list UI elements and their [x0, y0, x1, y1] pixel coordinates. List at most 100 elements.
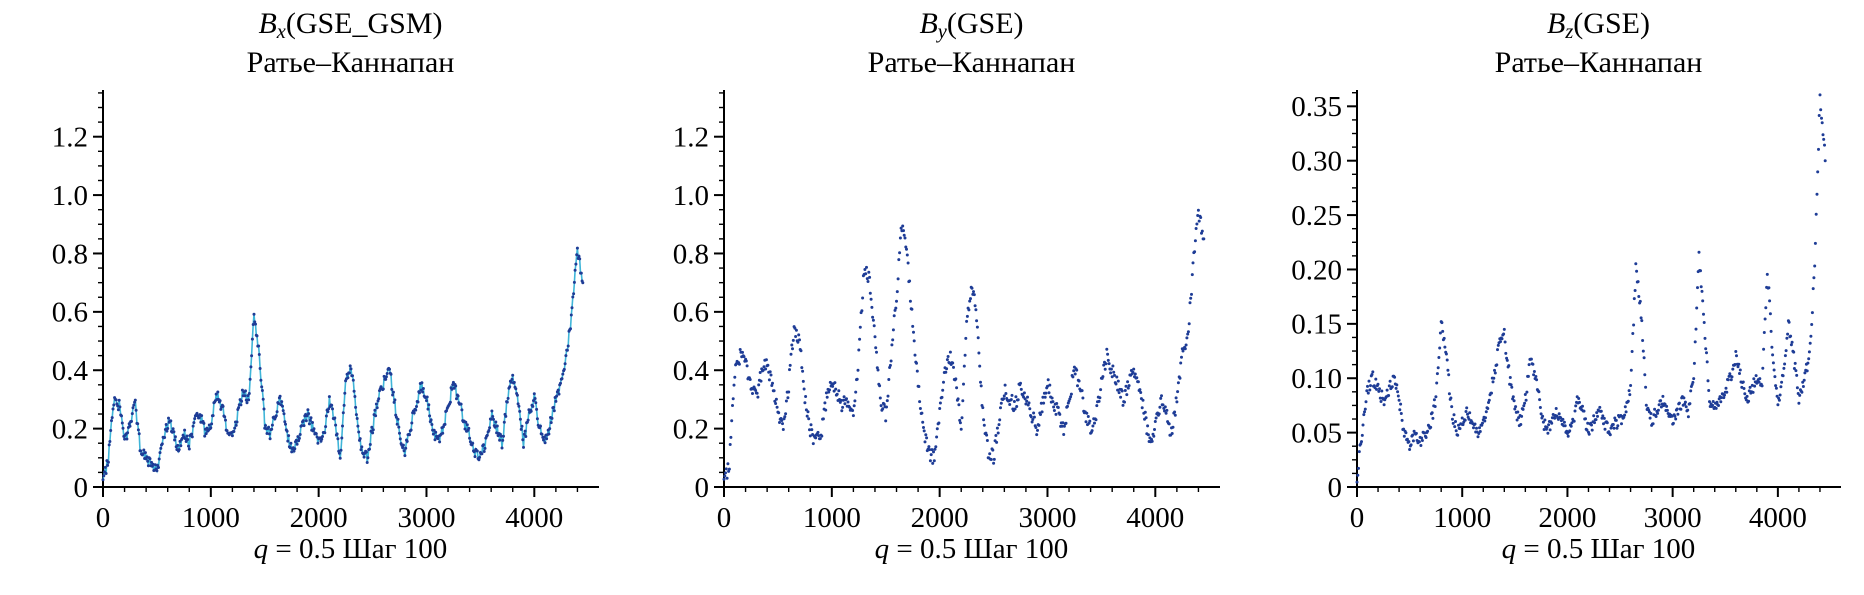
series-point: [350, 373, 354, 377]
x-axis-label-bx: q = 0.5 Шаг 100: [0, 533, 621, 566]
series-point: [451, 380, 455, 384]
series-point: [1622, 413, 1626, 417]
series-point: [429, 417, 433, 421]
series-point: [248, 364, 252, 368]
series-point: [1007, 402, 1011, 406]
series-point: [467, 436, 471, 440]
series-point: [917, 399, 921, 403]
series-point: [337, 451, 341, 455]
series-point: [1685, 408, 1689, 412]
series-point: [182, 428, 186, 432]
series-point: [1573, 409, 1576, 413]
series-point: [507, 384, 511, 388]
series-point: [909, 307, 913, 311]
title-variable: B: [258, 7, 277, 40]
series-point: [114, 397, 118, 401]
series-point: [1057, 412, 1061, 416]
series-point: [1178, 361, 1182, 365]
series-point: [1370, 372, 1373, 376]
series-point: [1435, 371, 1439, 375]
series-point: [107, 442, 111, 446]
series-point: [1657, 402, 1661, 406]
series-point: [265, 431, 268, 435]
series-point: [519, 427, 523, 431]
series-point: [309, 415, 312, 419]
series-point: [1751, 390, 1755, 394]
series-point: [1698, 268, 1702, 272]
series-point: [1612, 416, 1616, 420]
series-point: [1772, 368, 1776, 372]
series-point: [1711, 399, 1715, 403]
series-point: [1171, 425, 1174, 429]
series-point: [232, 426, 236, 430]
series-point: [963, 336, 967, 340]
series-point: [1484, 409, 1488, 413]
series-point: [960, 398, 964, 402]
series-point: [869, 305, 873, 309]
series-point: [497, 438, 501, 442]
series-point: [1184, 343, 1188, 347]
series-point: [1376, 389, 1380, 393]
series-point: [1640, 338, 1644, 342]
series-point: [873, 345, 877, 349]
series-point: [1576, 396, 1580, 400]
series-point: [1445, 358, 1449, 362]
series-point: [1031, 411, 1035, 415]
series-point: [416, 400, 419, 404]
series-point: [1176, 380, 1180, 384]
series-point: [956, 402, 960, 406]
series-point: [274, 413, 278, 417]
series-point: [904, 247, 908, 251]
series-point: [472, 449, 476, 453]
series-point: [784, 399, 788, 403]
series-point: [128, 424, 131, 428]
series-point: [1359, 439, 1363, 443]
series-point: [160, 441, 164, 445]
series-point: [1116, 379, 1120, 383]
series-point: [832, 380, 836, 384]
series-point: [1595, 414, 1599, 418]
series-point: [851, 413, 855, 417]
series-point: [762, 364, 765, 368]
series-point: [1794, 373, 1798, 377]
series-point: [1489, 391, 1493, 395]
series-point: [268, 436, 272, 440]
series-point: [541, 438, 545, 442]
series-point: [1043, 391, 1047, 395]
series-point: [119, 413, 123, 417]
x-tick-label: 4000: [505, 502, 563, 534]
series-point: [433, 437, 436, 441]
series-point: [1133, 372, 1137, 376]
series-point: [285, 439, 289, 443]
series-point: [426, 402, 430, 406]
series-point: [535, 416, 539, 420]
series-point: [1144, 415, 1148, 419]
series-point: [365, 455, 369, 459]
series-point: [1524, 398, 1528, 402]
series-point: [1532, 369, 1536, 373]
series-point: [481, 442, 485, 446]
series-point: [1766, 285, 1770, 289]
series-point: [523, 434, 527, 438]
series-point: [765, 363, 769, 367]
series-point: [143, 450, 147, 454]
series-point: [1686, 414, 1690, 418]
series-point: [1454, 428, 1458, 432]
series-point: [980, 405, 984, 409]
series-point: [1641, 349, 1645, 353]
series-point: [800, 369, 804, 373]
series-point: [1703, 336, 1706, 340]
series-point: [1805, 361, 1809, 365]
series-point: [1812, 264, 1816, 268]
series-point: [1131, 370, 1134, 374]
series-point: [302, 423, 305, 427]
series-point: [1050, 396, 1054, 400]
series-point: [1189, 292, 1193, 296]
series-point: [770, 381, 774, 385]
series-point: [1742, 391, 1746, 395]
series-point: [931, 449, 935, 453]
series-point: [1681, 395, 1685, 399]
y-tick-label: 0.30: [1291, 145, 1342, 177]
series-point: [723, 470, 727, 474]
series-point: [1193, 238, 1197, 242]
